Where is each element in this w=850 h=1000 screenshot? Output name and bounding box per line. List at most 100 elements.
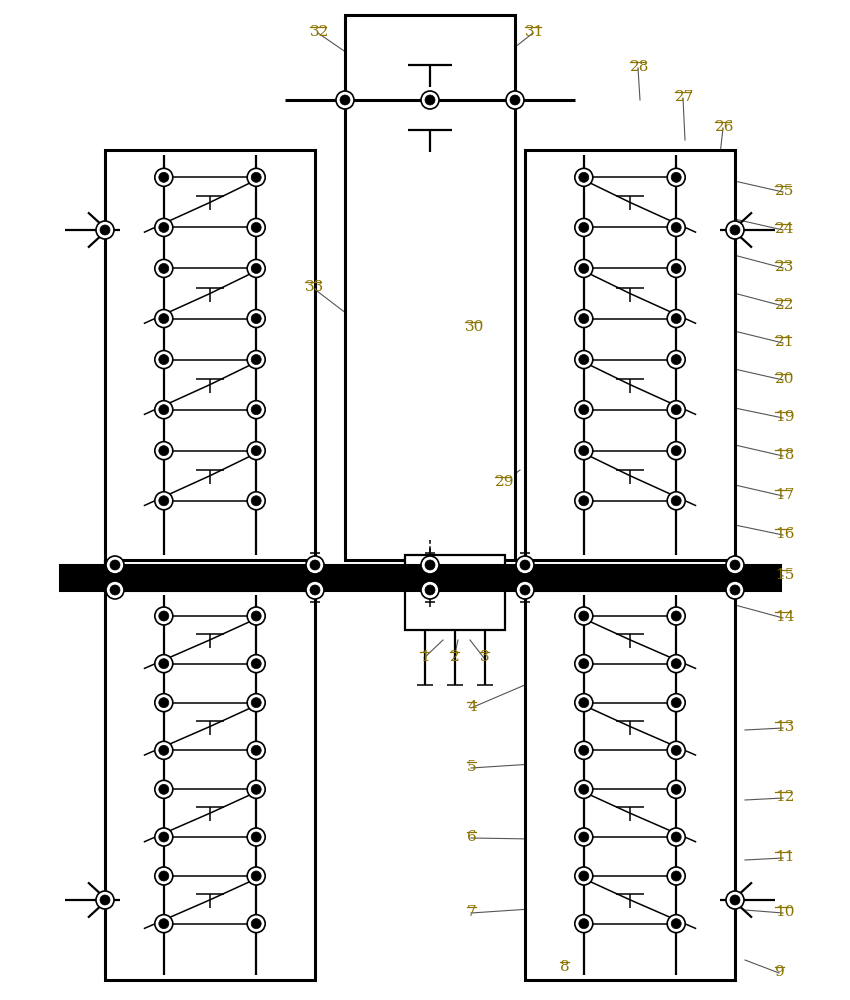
Circle shape [252,659,261,669]
Circle shape [575,351,592,369]
Circle shape [667,442,685,460]
Circle shape [579,172,589,182]
Circle shape [155,828,173,846]
Text: 27: 27 [675,90,694,104]
Circle shape [575,218,592,236]
Circle shape [310,585,320,595]
Circle shape [575,401,592,419]
Circle shape [425,95,435,105]
Circle shape [575,492,592,510]
Text: 24: 24 [775,222,795,236]
Circle shape [159,446,169,456]
Circle shape [421,581,439,599]
Circle shape [96,221,114,239]
Text: 4: 4 [467,700,477,714]
Circle shape [520,560,530,570]
Circle shape [252,355,261,365]
Circle shape [575,655,592,673]
Circle shape [306,581,324,599]
Circle shape [726,221,744,239]
Circle shape [100,895,110,905]
Circle shape [579,446,589,456]
Circle shape [159,405,169,415]
Circle shape [672,263,681,273]
Circle shape [672,355,681,365]
Circle shape [159,659,169,669]
Circle shape [667,607,685,625]
Text: 11: 11 [775,850,795,864]
Circle shape [667,218,685,236]
Circle shape [155,867,173,885]
Circle shape [575,867,592,885]
Bar [525,150,735,560]
Circle shape [579,745,589,755]
Circle shape [667,828,685,846]
Text: 19: 19 [775,410,795,424]
Circle shape [730,895,740,905]
Circle shape [247,780,265,798]
Circle shape [247,694,265,712]
Circle shape [575,607,592,625]
Circle shape [579,832,589,842]
Circle shape [730,560,740,570]
Circle shape [672,446,681,456]
Circle shape [155,694,173,712]
Circle shape [247,442,265,460]
Circle shape [575,828,592,846]
Circle shape [667,741,685,759]
Circle shape [252,172,261,182]
Circle shape [96,891,114,909]
Circle shape [159,222,169,232]
Circle shape [252,698,261,708]
Text: 7: 7 [467,905,477,919]
Circle shape [252,314,261,324]
Circle shape [575,915,592,933]
Circle shape [155,218,173,236]
Circle shape [159,832,169,842]
Circle shape [579,784,589,794]
Circle shape [155,442,173,460]
Circle shape [516,581,534,599]
Circle shape [159,314,169,324]
Circle shape [726,556,744,574]
Bar [405,555,505,630]
Circle shape [159,784,169,794]
Circle shape [667,655,685,673]
Circle shape [155,168,173,186]
Circle shape [579,263,589,273]
Text: 30: 30 [465,320,484,334]
Circle shape [247,741,265,759]
Circle shape [155,655,173,673]
Circle shape [155,310,173,328]
Circle shape [672,784,681,794]
Circle shape [159,172,169,182]
Bar [105,150,315,560]
Text: 22: 22 [775,298,795,312]
Text: 29: 29 [495,475,514,489]
Circle shape [252,611,261,621]
Circle shape [575,259,592,277]
Bar [525,590,735,980]
Circle shape [100,225,110,235]
Circle shape [159,496,169,506]
Circle shape [726,891,744,909]
Text: 21: 21 [775,335,795,349]
Text: 17: 17 [775,488,795,502]
Circle shape [336,91,354,109]
Circle shape [730,585,740,595]
Circle shape [155,492,173,510]
Text: 31: 31 [525,25,544,39]
Circle shape [252,496,261,506]
Circle shape [575,780,592,798]
Text: 9: 9 [775,965,785,979]
Circle shape [106,556,124,574]
Circle shape [155,915,173,933]
Circle shape [516,556,534,574]
Text: 26: 26 [715,120,734,134]
Circle shape [247,310,265,328]
Circle shape [159,355,169,365]
Text: 14: 14 [775,610,795,624]
Text: 3: 3 [480,650,490,664]
Circle shape [247,168,265,186]
Circle shape [672,919,681,929]
